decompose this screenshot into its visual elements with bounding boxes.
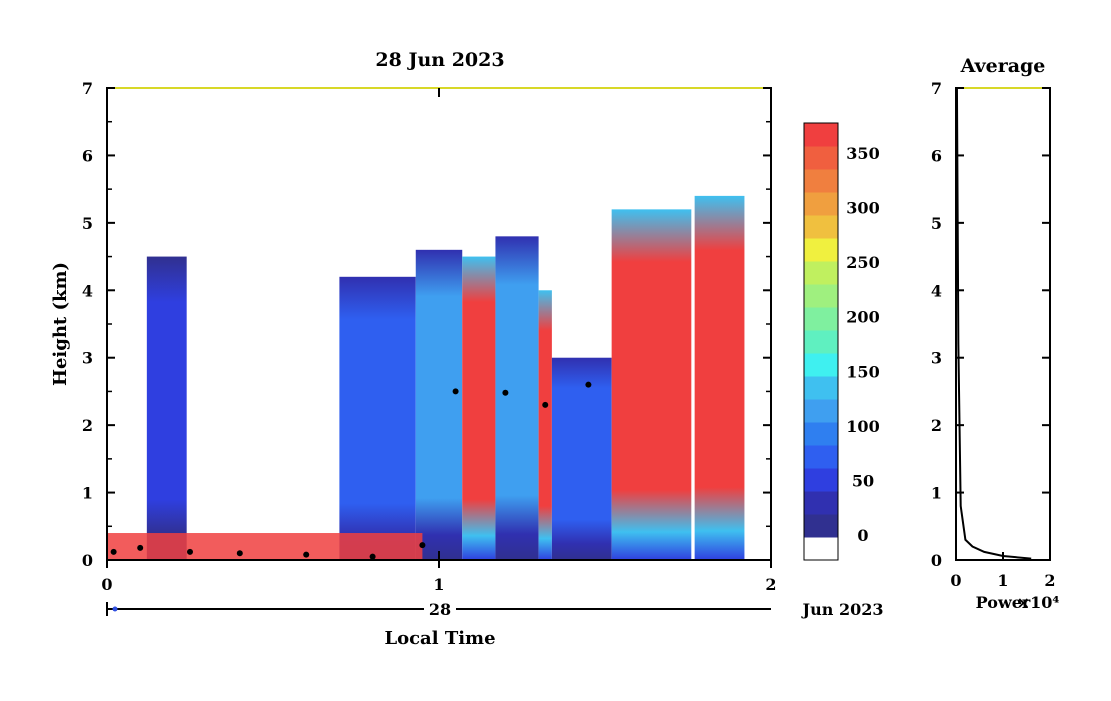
average-power-series	[955, 87, 1032, 560]
colorbar-swatch	[804, 468, 838, 492]
average-x-tick-label: 0	[950, 571, 961, 590]
y-tick-label: 0	[82, 551, 93, 570]
heatmap-region	[694, 195, 745, 560]
colorbar-swatch	[804, 399, 838, 423]
colorbar-swatch	[804, 445, 838, 469]
boundary-layer-point	[419, 542, 426, 549]
average-x-multiplier: ×10⁴	[1017, 593, 1060, 612]
colorbar-tick-label: 350	[846, 144, 879, 163]
y-tick-label: 4	[82, 281, 93, 300]
colorbar-tick-label: 300	[846, 199, 879, 218]
date-month-year-label: Jun 2023	[801, 600, 884, 619]
heatmap-chart: 28 Jun 2023 0 1 2 3 4 5 6 7 0 1 2 Height (km) 28 …	[50, 49, 883, 649]
average-x-tick-label: 1	[997, 571, 1008, 590]
heatmap-region	[538, 290, 552, 560]
colorbar-tick-label: 200	[846, 308, 879, 327]
average-x-tick-label: 2	[1044, 571, 1055, 590]
colorbar-swatch	[804, 238, 838, 262]
average-y-axis: 0 1 2 3 4 5 6 7	[931, 79, 1050, 570]
y-tick-label: 3	[82, 349, 93, 368]
heatmap-region	[611, 209, 692, 560]
average-x-axis-label: Power	[976, 593, 1031, 612]
heatmap-region	[551, 357, 612, 560]
colorbar-swatch	[804, 192, 838, 216]
average-profile-chart: Average 0 1 2 3 4 5 6 7 0 1 2 Power ×10⁴	[931, 55, 1059, 612]
colorbar-tick-label: 100	[846, 417, 879, 436]
boundary-layer-point	[369, 553, 376, 560]
date-axis: 28 Jun 2023	[106, 598, 884, 620]
x-tick-label: 0	[101, 575, 112, 594]
colorbar-swatch	[804, 215, 838, 239]
x-axis: 0 1 2	[101, 88, 777, 594]
colorbar-swatch	[804, 261, 838, 285]
boundary-layer-point	[187, 548, 193, 555]
average-power-line	[955, 87, 1032, 560]
average-y-tick-label: 7	[931, 79, 942, 98]
boundary-layer-point	[110, 548, 117, 555]
average-y-tick-label: 2	[931, 416, 942, 435]
date-day-background	[424, 598, 456, 620]
average-y-tick-label: 3	[931, 349, 942, 368]
heatmap-region	[146, 256, 187, 560]
average-x-axis: 0 1 2	[950, 552, 1056, 590]
boundary-layer-point	[542, 401, 549, 408]
colorbar-swatch	[804, 537, 838, 561]
colorbar-swatch	[804, 146, 838, 170]
x-tick-label: 1	[433, 575, 444, 594]
boundary-layer-markers	[110, 381, 592, 560]
average-plot-frame	[955, 87, 1051, 561]
colorbar-tick-label: 250	[846, 253, 879, 272]
date-day-label: 28	[429, 600, 451, 619]
average-y-tick-label: 4	[931, 281, 942, 300]
y-tick-label: 1	[82, 484, 93, 503]
colorbar-swatch	[804, 330, 838, 354]
y-tick-label: 6	[82, 146, 93, 165]
chart-title: 28 Jun 2023	[375, 49, 504, 71]
boundary-layer-point	[236, 550, 243, 557]
heatmap-region	[415, 249, 463, 561]
colorbar-swatch	[804, 514, 838, 538]
colorbar-swatch	[804, 353, 838, 377]
x-tick-label: 2	[765, 575, 776, 594]
y-axis: 0 1 2 3 4 5 6 7	[82, 79, 771, 570]
colorbar-tick-label: 150	[846, 362, 879, 381]
colorbar-swatch	[804, 422, 838, 446]
colorbar: 0 50 100 150 200 250 300 350	[803, 122, 880, 561]
boundary-layer-point	[303, 551, 310, 558]
average-y-tick-label: 0	[931, 551, 942, 570]
colorbar-swatch	[804, 307, 838, 331]
y-tick-label: 5	[82, 214, 93, 233]
heatmap-cells	[107, 195, 745, 561]
x-axis-label: Local Time	[384, 628, 495, 649]
y-axis-label: Height (km)	[50, 262, 71, 386]
boundary-layer-point	[502, 389, 509, 396]
boundary-layer-point	[452, 388, 459, 395]
average-y-tick-label: 6	[931, 146, 942, 165]
boundary-layer-point	[585, 381, 592, 388]
colorbar-swatch	[804, 284, 838, 308]
y-tick-label: 7	[82, 79, 93, 98]
heatmap-region	[462, 256, 496, 560]
colorbar-ticks: 0 50 100 150 200 250 300 350	[846, 144, 879, 545]
colorbar-swatch	[804, 491, 838, 515]
heatmap-region	[495, 236, 539, 561]
colorbar-swatch	[804, 376, 838, 400]
colorbar-tick-label: 0	[857, 526, 868, 545]
average-title: Average	[960, 55, 1046, 77]
colorbar-frame	[803, 122, 839, 561]
average-y-tick-label: 1	[931, 484, 942, 503]
date-axis-start-marker	[112, 606, 118, 612]
average-y-tick-label: 5	[931, 214, 942, 233]
colorbar-tick-label: 50	[852, 471, 874, 490]
boundary-layer-point	[137, 544, 144, 551]
colorbar-swatch	[804, 123, 838, 147]
colorbar-swatch	[804, 169, 838, 193]
heatmap-region	[339, 276, 416, 560]
y-tick-label: 2	[82, 416, 93, 435]
colorbar-swatches	[804, 123, 838, 561]
